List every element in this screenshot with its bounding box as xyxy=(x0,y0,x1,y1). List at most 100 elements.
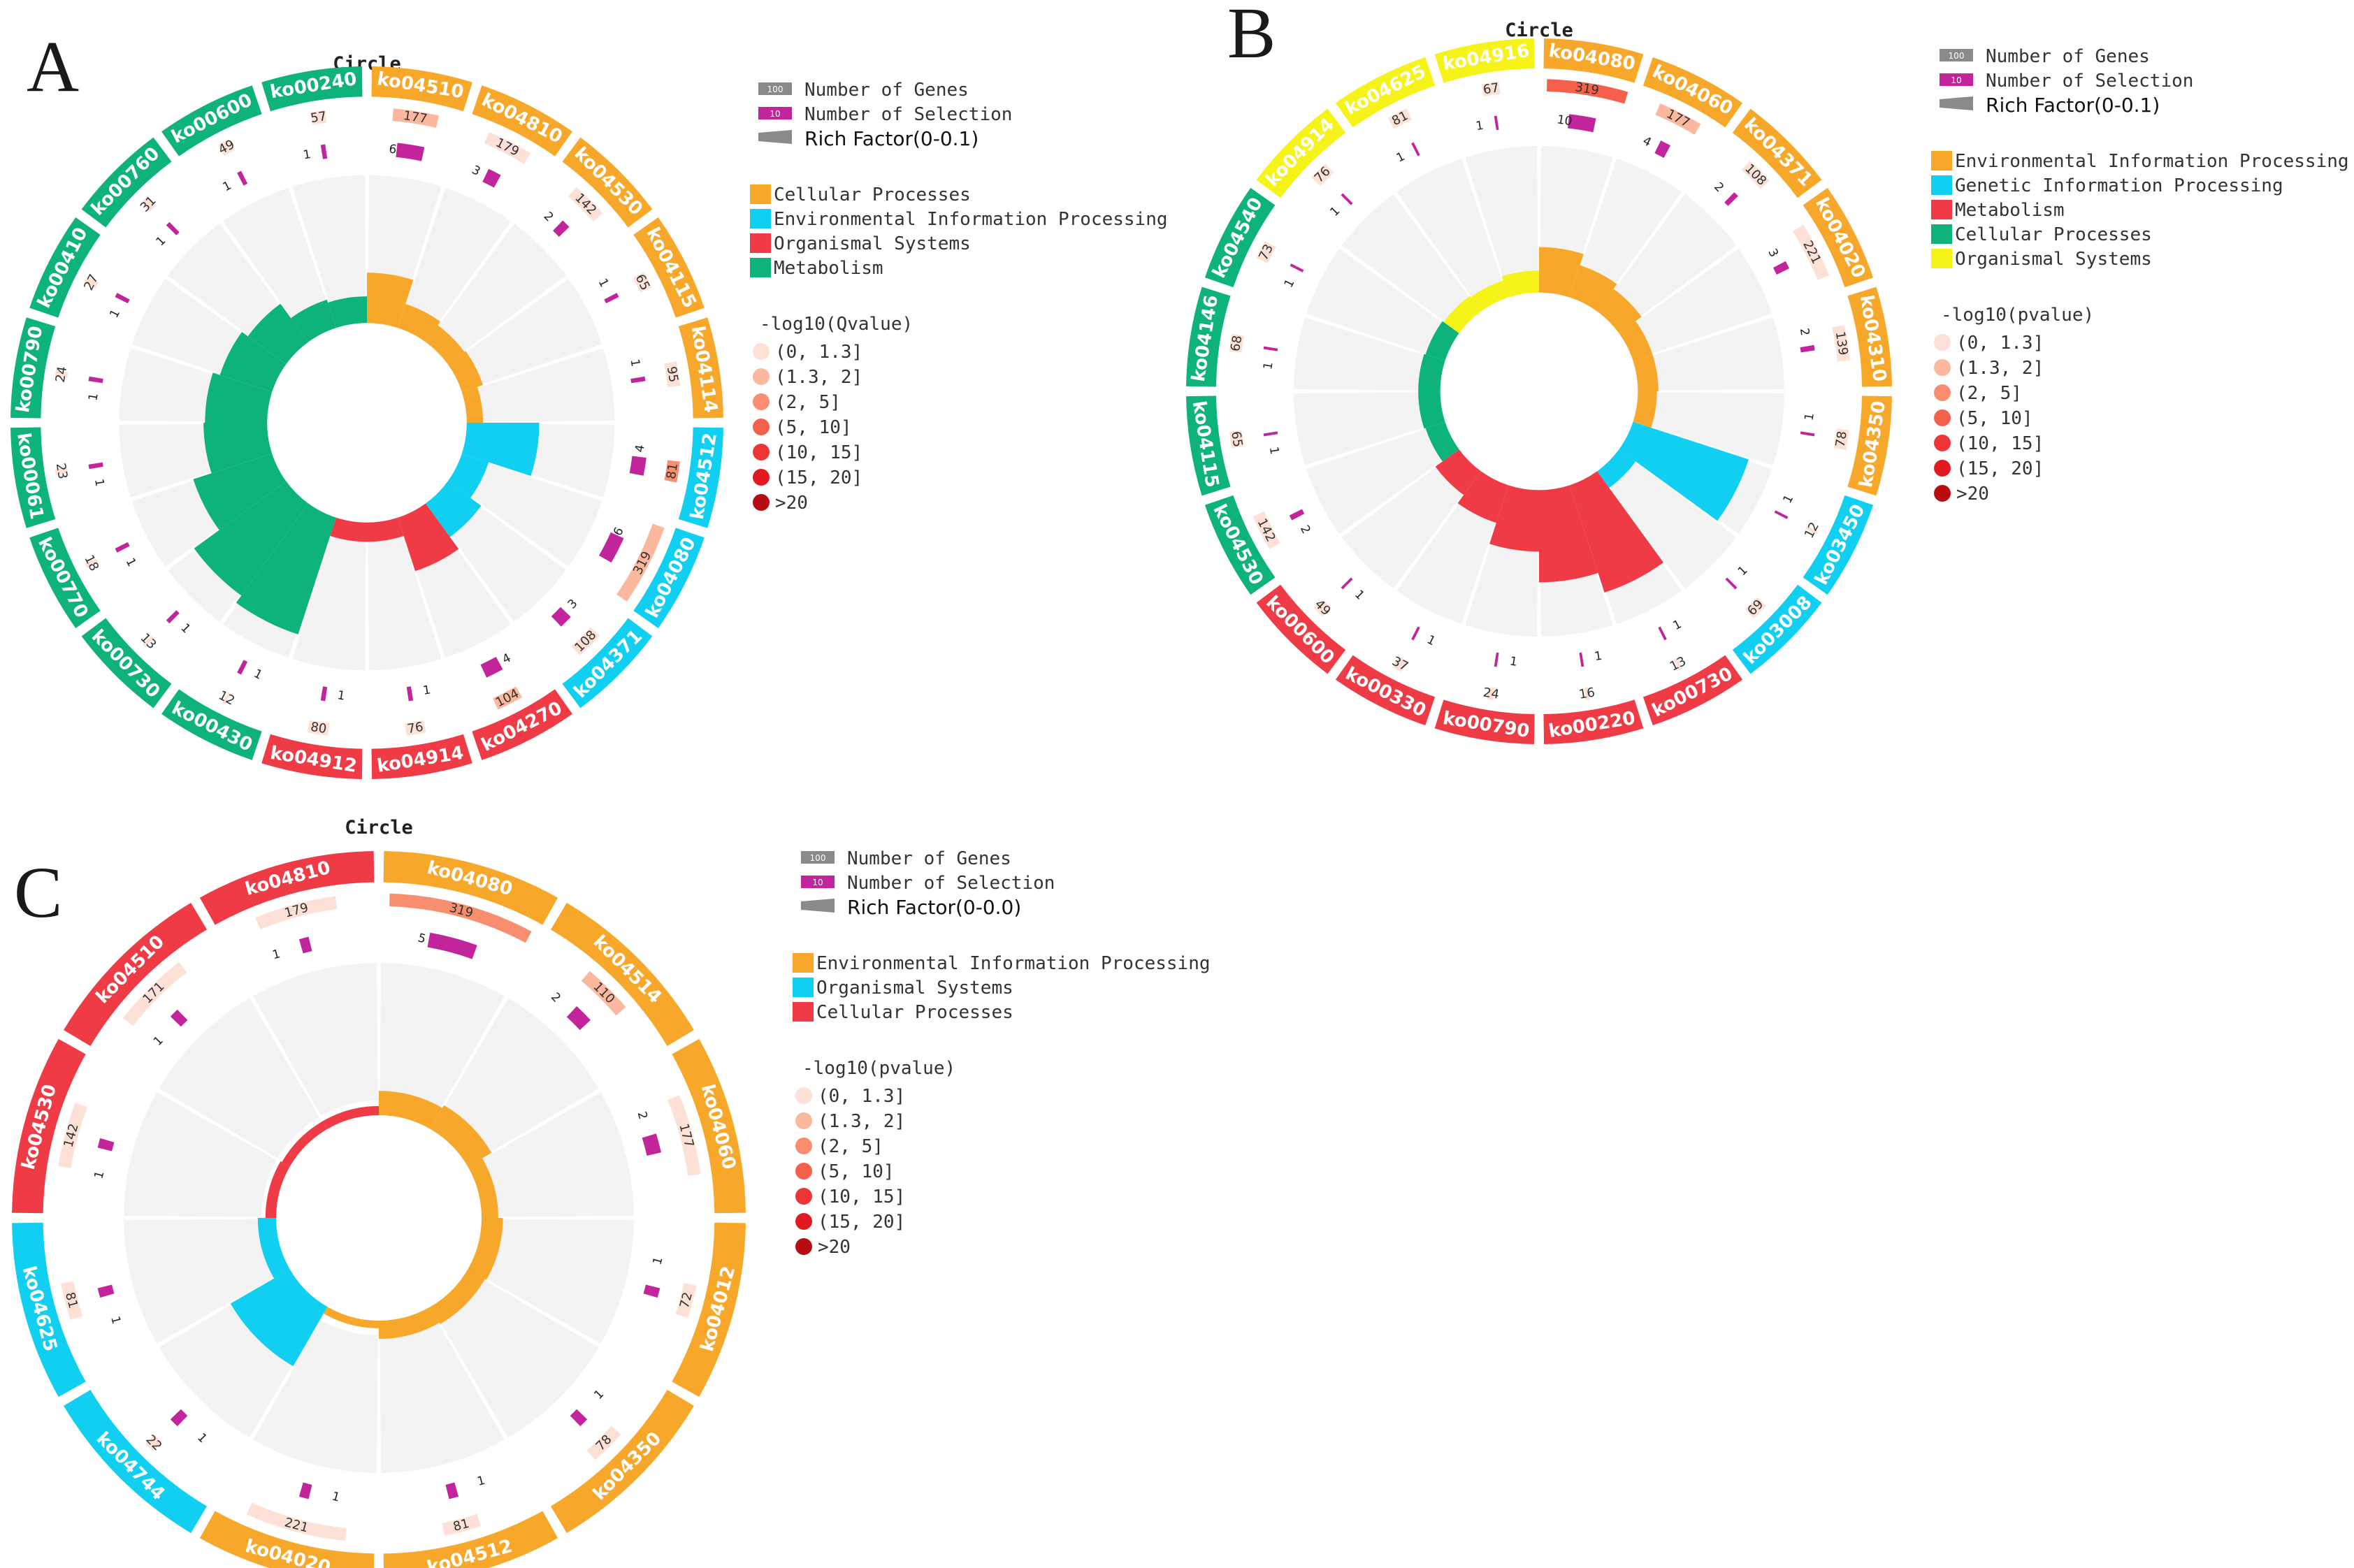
genes-swatch xyxy=(801,851,835,864)
category-label: Environmental Information Processing xyxy=(774,209,1168,230)
genes-value: 49 xyxy=(216,137,237,157)
selection-value: 1 xyxy=(1424,633,1438,649)
selection-value: 1 xyxy=(252,667,265,683)
selection-value: 1 xyxy=(1594,649,1603,664)
genes-value: 179 xyxy=(283,900,310,920)
selection-value: 2 xyxy=(1797,327,1812,337)
selection-value: 1 xyxy=(336,688,346,703)
genes-bar xyxy=(1805,525,1819,535)
legend-selection-label: Number of Selection xyxy=(804,104,1012,125)
selection-value: 1 xyxy=(1802,412,1817,422)
scale-dot xyxy=(753,419,770,435)
genes-bar xyxy=(568,187,603,222)
genes-value: 65 xyxy=(633,272,653,293)
genes-bar xyxy=(1546,79,1629,104)
genes-bar xyxy=(1741,161,1770,189)
genes-bar xyxy=(675,1283,697,1319)
selection-bar xyxy=(1263,431,1278,437)
genes-bar xyxy=(571,627,600,656)
genes-value: 57 xyxy=(310,109,328,126)
category-label: Cellular Processes xyxy=(816,1002,1013,1023)
selection-bar xyxy=(320,686,328,702)
category-label: Organismal Systems xyxy=(774,233,971,254)
selection-bar xyxy=(566,1006,591,1031)
rich-swatch xyxy=(1940,96,1973,110)
genes-value: 139 xyxy=(1833,331,1851,356)
genes-value: 12 xyxy=(216,688,237,709)
rich-factor-bar xyxy=(430,1269,485,1324)
selection-value: 1 xyxy=(595,277,612,290)
selection-value: 1 xyxy=(1394,150,1408,166)
selection-value: 1 xyxy=(123,556,139,569)
genes-bar xyxy=(1487,687,1496,701)
genes-bar xyxy=(246,1502,347,1541)
genes-swatch-text: 100 xyxy=(810,853,826,863)
genes-value: 177 xyxy=(676,1122,696,1149)
selection-bar xyxy=(1411,626,1420,641)
term-segment xyxy=(1543,38,1644,83)
rich-factor-bar xyxy=(430,1105,492,1167)
genes-bar xyxy=(389,893,532,943)
rich-factor-bar xyxy=(468,1218,503,1280)
legend-selection-label: Number of Selection xyxy=(1986,71,2193,92)
selection-value: 1 xyxy=(476,1474,487,1489)
selection-value: 1 xyxy=(86,392,101,402)
selection-bar xyxy=(166,610,180,624)
selection-bar xyxy=(598,532,624,563)
rich-factor-bar xyxy=(1597,289,1642,333)
term-segment xyxy=(10,317,56,419)
genes-bar xyxy=(1793,224,1830,280)
selection-bar xyxy=(170,1409,188,1427)
rich-factor-bar xyxy=(1539,247,1584,298)
genes-bar xyxy=(1256,241,1276,263)
genes-bar xyxy=(1745,597,1766,618)
selection-value: 4 xyxy=(500,651,514,667)
scale-label: (5, 10] xyxy=(818,1161,895,1182)
category-label: Metabolism xyxy=(1955,200,2065,221)
genes-value: 49 xyxy=(1312,597,1334,618)
rich-factor-bar xyxy=(398,503,459,572)
selection-swatch-text: 10 xyxy=(812,878,823,887)
term-segment xyxy=(371,66,472,112)
background-sector xyxy=(459,279,602,387)
category-swatch xyxy=(750,209,771,228)
scale-label: (0, 1.3] xyxy=(775,342,862,363)
term-segment xyxy=(1803,495,1874,595)
scale-label: >20 xyxy=(1956,484,1989,504)
scale-dot xyxy=(753,469,770,486)
genes-value: 76 xyxy=(1312,164,1334,186)
genes-value: 68 xyxy=(1228,335,1245,353)
scale-label: >20 xyxy=(818,1237,851,1258)
genes-value: 12 xyxy=(1802,520,1822,541)
genes-bar xyxy=(58,1102,87,1168)
selection-bar xyxy=(643,1284,660,1298)
circle-title: Circle xyxy=(345,817,413,839)
genes-bar xyxy=(84,276,99,289)
background-sector xyxy=(481,1092,634,1217)
term-segment xyxy=(29,528,101,628)
term-segment xyxy=(1847,395,1892,496)
selection-bar xyxy=(1658,626,1667,641)
rich-factor-bar xyxy=(1539,485,1598,583)
rich-factor-bar xyxy=(265,1161,290,1218)
term-segment xyxy=(1186,286,1231,387)
term-segment xyxy=(1186,395,1231,496)
selection-value: 4 xyxy=(633,444,647,453)
selection-value: 1 xyxy=(108,1315,123,1326)
scale-dot xyxy=(795,1213,812,1230)
genes-bar xyxy=(586,1425,621,1460)
genes-value: 65 xyxy=(1228,430,1245,449)
category-label: Cellular Processes xyxy=(1955,224,2152,245)
category-label: Genetic Information Processing xyxy=(1955,175,2283,196)
scale-dot xyxy=(753,368,770,385)
genes-bar xyxy=(1229,333,1245,353)
background-sector xyxy=(1575,159,1682,300)
rich-factor-bar xyxy=(379,1307,440,1340)
rich-factor-bar xyxy=(1501,270,1539,298)
selection-value: 1 xyxy=(154,233,169,249)
background-sector xyxy=(1465,146,1538,284)
category-label: Metabolism xyxy=(774,258,883,279)
rich-factor-bar xyxy=(247,303,309,365)
legend-genes-label: Number of Genes xyxy=(804,80,969,101)
selection-bar xyxy=(298,936,312,954)
